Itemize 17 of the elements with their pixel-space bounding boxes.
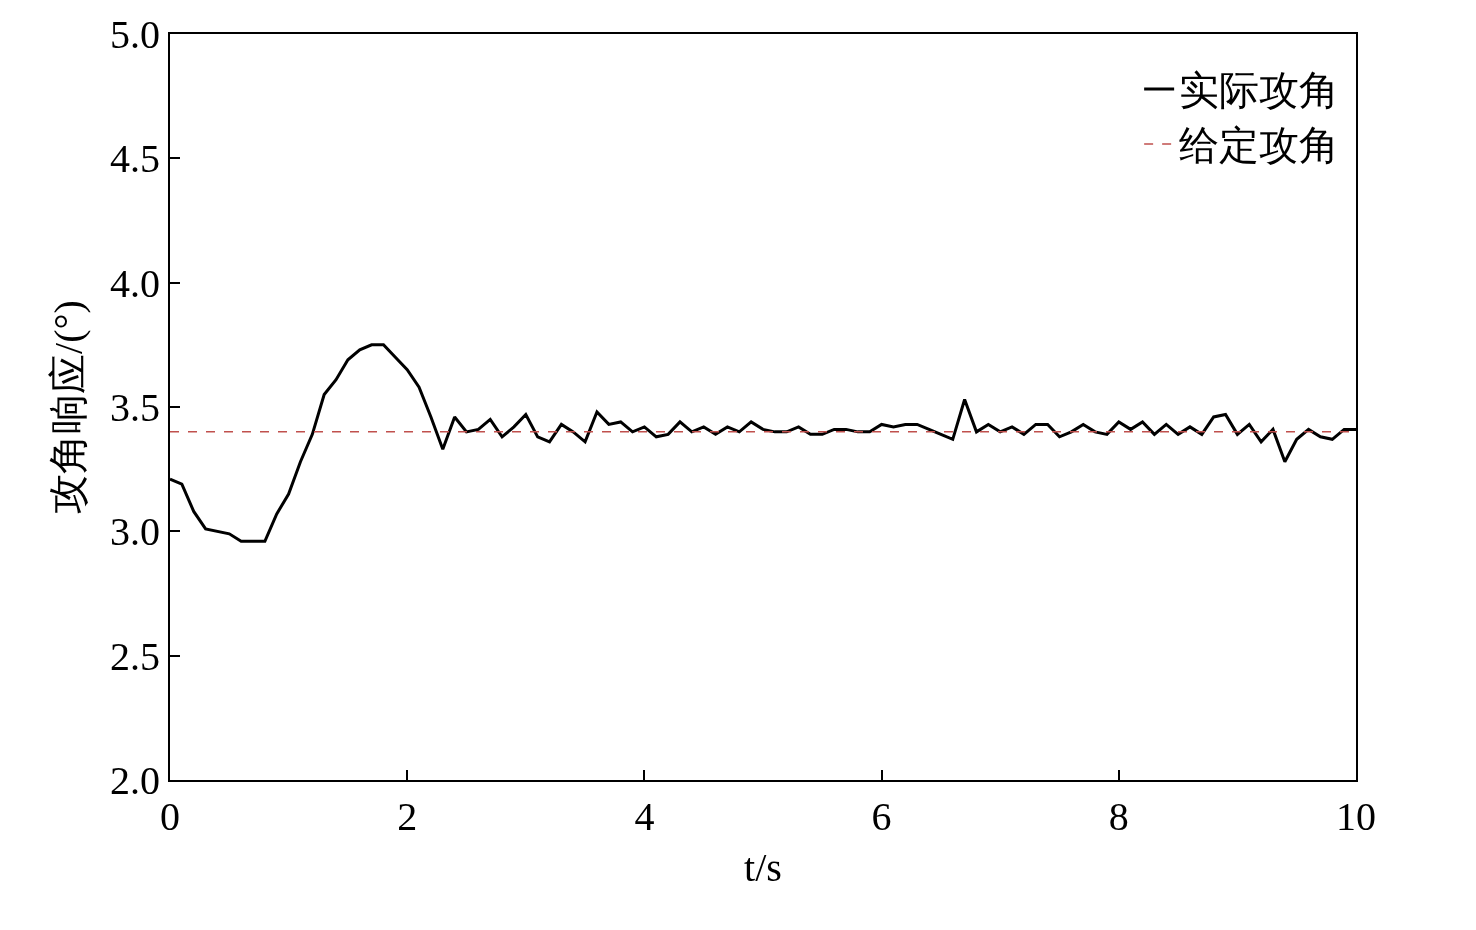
- x-tick-label: 0: [160, 794, 180, 839]
- x-tick-label: 6: [871, 794, 892, 839]
- y-tick-label: 2.0: [110, 758, 160, 803]
- y-axis-title: 攻角响应/(°): [46, 300, 91, 514]
- legend-label: 给定攻角: [1179, 123, 1340, 169]
- legend-label: 实际攻角: [1179, 68, 1340, 114]
- y-tick-label: 5.0: [110, 12, 160, 57]
- x-axis-title: t/s: [744, 845, 782, 890]
- y-tick-label: 4.0: [110, 260, 160, 306]
- y-tick-label: 3.0: [110, 509, 160, 555]
- x-tick-label: 10: [1336, 794, 1376, 839]
- x-tick-label: 8: [1108, 794, 1129, 839]
- x-tick-label: 2: [397, 794, 418, 839]
- x-tick-label: 4: [634, 794, 655, 839]
- y-tick-label: 4.5: [110, 136, 160, 182]
- y-tick-label: 3.5: [110, 385, 160, 430]
- y-tick-label: 2.5: [110, 633, 160, 679]
